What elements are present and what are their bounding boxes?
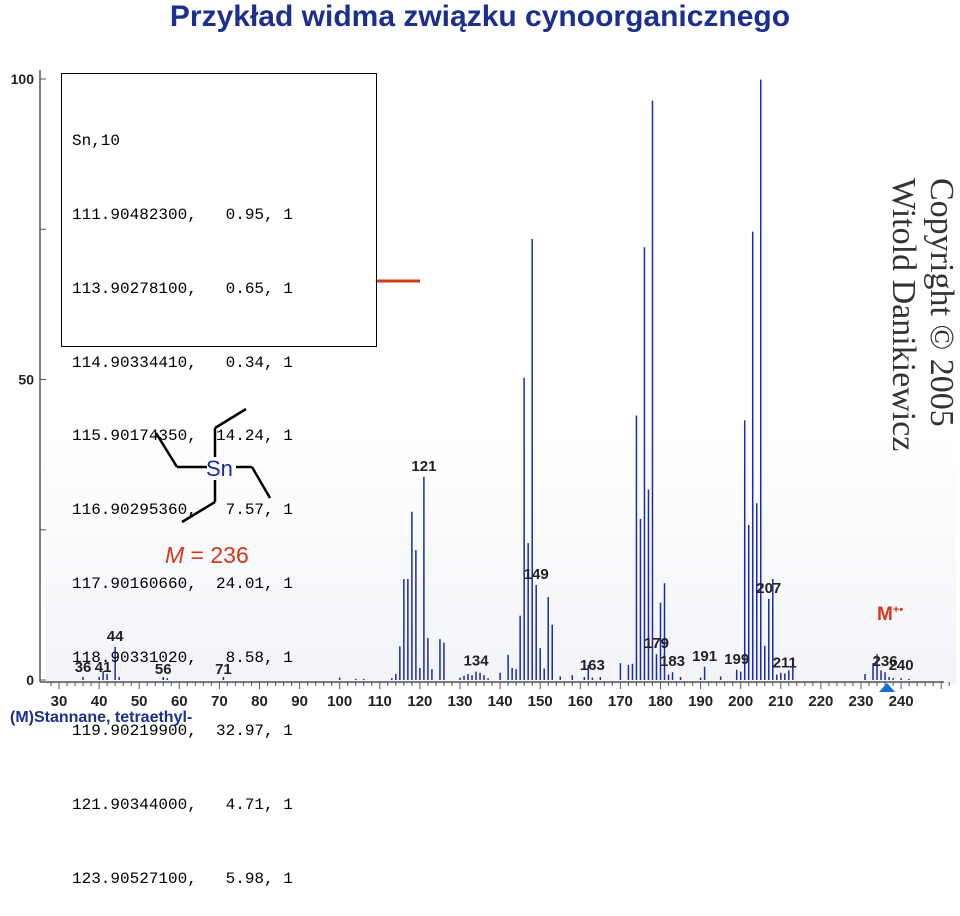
peak-label: 236 xyxy=(873,653,898,670)
copyright-notice: Copyright © 2005 Witold Danikiewicz xyxy=(884,178,960,451)
isotope-row: 121.90344000, 4.71, 1 xyxy=(72,796,293,815)
mass-spectrum-chart: 30 40 50 60 70 80 90 100 110 120 130 140 150 160 170 18… xyxy=(11,70,950,710)
peak-label: 56 xyxy=(155,661,172,678)
x-tick-label: 30 xyxy=(51,693,68,710)
peak-label: 207 xyxy=(756,580,781,597)
x-tick-label: 110 xyxy=(368,693,392,710)
peak-label: 44 xyxy=(107,628,124,645)
x-tick-label: 180 xyxy=(648,693,673,710)
peak-label: 163 xyxy=(580,657,605,674)
peak-label: 71 xyxy=(215,661,232,678)
peak-label: 240 xyxy=(889,657,914,674)
molecular-ion-symbol: M xyxy=(877,604,893,625)
y-axis-ticks: 0 50 100 xyxy=(11,71,46,688)
peak-label: 199 xyxy=(724,651,749,668)
isotope-row: 114.90334410, 0.34, 1 xyxy=(72,353,293,372)
isotope-row: 123.90527100, 5.98, 1 xyxy=(72,870,293,888)
isotope-table: Sn,10 111.90482300, 0.95, 1 113.90278100… xyxy=(61,73,377,888)
isotope-row: 111.90482300, 0.95, 1 xyxy=(72,205,293,224)
copyright-line: Copyright © 2005 xyxy=(923,178,960,427)
x-axis-ticks: 30 40 50 60 70 80 90 100 110 120 130 140 150 160 170 18… xyxy=(50,682,950,710)
peak-label: 36 xyxy=(75,659,92,676)
x-tick-label: 130 xyxy=(447,693,472,710)
molecular-ion-charge: +• xyxy=(892,604,904,616)
isotope-row: 113.90278100, 0.65, 1 xyxy=(72,279,293,298)
isotope-row: 115.90174350, 14.24, 1 xyxy=(72,427,293,446)
peak-label: 191 xyxy=(692,648,717,665)
y-tick-label: 0 xyxy=(26,672,34,688)
peak-label: 211 xyxy=(773,654,797,671)
x-tick-label: 160 xyxy=(568,693,593,710)
page-title: Przykład widma związku cynoorganicznego xyxy=(169,0,791,33)
x-tick-label: 50 xyxy=(131,693,148,710)
molecular-mass-label: M = 236 xyxy=(165,542,249,569)
x-tick-label: 80 xyxy=(251,693,268,710)
compound-name: (M)Stannane, tetraethyl- xyxy=(10,709,193,726)
x-tick-label: 190 xyxy=(688,693,713,710)
author-line: Witold Danikiewicz xyxy=(885,178,922,452)
tin-atom-label: Sn xyxy=(206,456,233,481)
x-tick-label: 200 xyxy=(728,693,753,710)
peak-label: 121 xyxy=(411,458,436,475)
x-tick-label: 100 xyxy=(327,693,352,710)
isotope-row: 118.90331020, 8.58, 1 xyxy=(72,648,293,667)
y-tick-label: 50 xyxy=(18,372,34,388)
x-tick-label: 140 xyxy=(488,693,513,710)
molecular-ion-marker xyxy=(879,683,895,692)
x-tick-label: 70 xyxy=(211,693,228,710)
peak-label: 41 xyxy=(95,659,112,676)
mass-symbol: M xyxy=(165,542,185,568)
x-tick-label: 230 xyxy=(848,693,873,710)
isotope-table-header: Sn,10 xyxy=(72,132,121,151)
x-tick-label: 150 xyxy=(528,693,553,710)
x-tick-label: 90 xyxy=(291,693,308,710)
peak-label: 149 xyxy=(524,566,549,583)
isotope-row: 116.90295360, 7.57, 1 xyxy=(72,501,293,520)
peak-label: 134 xyxy=(464,653,490,670)
x-tick-label: 210 xyxy=(768,693,793,710)
peak-label: 183 xyxy=(660,653,685,670)
x-tick-label: 60 xyxy=(171,693,188,710)
isotope-row: 117.90160660, 24.01, 1 xyxy=(72,574,293,593)
x-tick-label: 170 xyxy=(608,693,633,710)
x-tick-label: 40 xyxy=(91,693,108,710)
spectrum-bars xyxy=(82,79,910,680)
peak-label: 179 xyxy=(644,635,669,652)
y-tick-label: 100 xyxy=(11,71,35,87)
x-tick-label: 120 xyxy=(407,693,432,710)
molecule-structure xyxy=(154,407,272,524)
molecular-ion-label: M+• xyxy=(877,604,903,626)
x-tick-label: 220 xyxy=(808,693,833,710)
mass-value: = 236 xyxy=(184,542,249,568)
x-tick-label: 240 xyxy=(889,693,914,710)
